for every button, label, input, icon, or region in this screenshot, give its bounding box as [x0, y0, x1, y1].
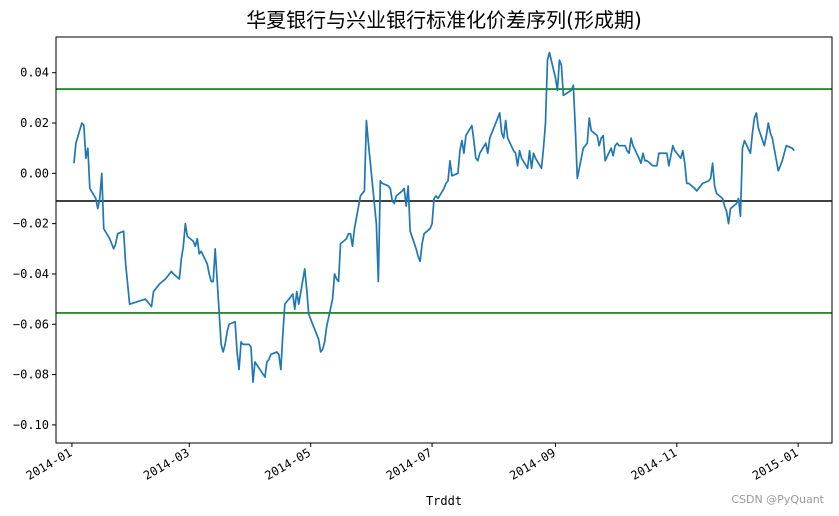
- series-group: [73, 51, 795, 383]
- watermark: CSDN @PyQuant: [731, 493, 824, 506]
- chart-title: 华夏银行与兴业银行标准化价差序列(形成期): [246, 8, 642, 32]
- y-tick-label: 0.02: [20, 116, 49, 130]
- y-tick-label: −0.10: [13, 418, 49, 432]
- threshold-lines: [56, 88, 832, 314]
- y-tick-label: −0.06: [13, 317, 49, 331]
- y-tick-label: 0.00: [20, 166, 49, 180]
- y-tick-label: −0.04: [13, 267, 49, 281]
- plot-area: [56, 37, 832, 443]
- series-line-0: [73, 51, 795, 383]
- y-tick-label: −0.02: [13, 217, 49, 231]
- plot-frame: [55, 36, 833, 444]
- y-axis: 0.04 0.02 0.00 −0.02 −0.04 −0.06 −0.08 −0.10: [13, 66, 56, 432]
- y-tick-label: −0.08: [13, 368, 49, 382]
- x-axis-label: Trddt: [426, 494, 462, 508]
- y-tick-label: 0.04: [20, 66, 49, 80]
